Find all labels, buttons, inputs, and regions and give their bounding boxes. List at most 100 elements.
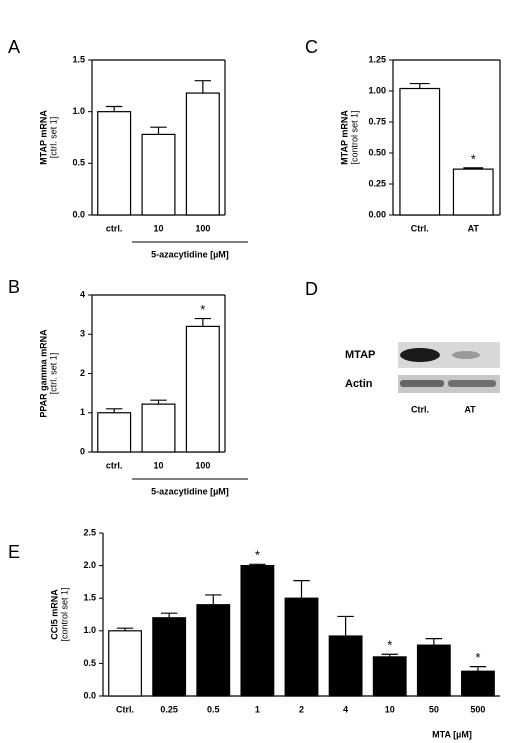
significance-marker: * [255,548,260,563]
error-bar [205,594,222,605]
western-blot: MTAP Actin Ctrl. AT [345,342,500,414]
x-tick-label: 500 [470,704,485,714]
error-bar [150,399,167,405]
y-tick-label: 1.5 [83,593,96,603]
bar [141,133,176,216]
x-tick-label: 4 [343,704,348,714]
y-axis-unit: [control set 1] [349,110,359,164]
y-axis-unit: [control set 1] [59,587,69,641]
x-tick-label: 10 [153,223,163,233]
error-bar [105,105,123,112]
y-tick-label: 1.25 [368,54,386,64]
error-bar [161,612,178,618]
error-bar [425,638,442,646]
y-tick-label: 0.50 [368,147,386,157]
bar [97,412,132,453]
group-label: 5-azacytidine [µM] [151,486,229,496]
x-tick-label: ctrl. [106,223,123,233]
bar [328,635,363,697]
x-tick-label: 100 [195,223,210,233]
y-tick-label: 4 [80,289,85,299]
x-tick-label: 0.25 [160,704,178,714]
panel-letter: C [305,37,318,57]
blot-band [400,348,440,362]
bar [372,656,407,697]
blot-row-label: Actin [345,378,373,390]
y-tick-label: 0 [80,446,85,456]
y-tick-label: 1.0 [72,106,85,116]
significance-marker: * [200,302,205,317]
bar [141,403,176,453]
x-tick-label: 10 [385,704,395,714]
x-tick-label: Ctrl. [116,704,134,714]
error-bar [293,579,310,599]
x-axis-label: MTA [µM] [432,729,472,739]
error-bar [381,653,398,657]
bar [185,92,220,216]
y-axis-label: MTAP mRNA [38,110,48,165]
y-tick-label: 0.0 [83,690,96,700]
y-axis-unit: [ctrl. set 1] [48,117,58,159]
bar [461,670,495,697]
y-axis-label: MTAP mRNA [339,110,349,165]
error-bar [409,82,430,89]
y-tick-label: 0.5 [72,158,85,168]
significance-marker: * [475,650,480,665]
bar [108,630,142,697]
y-tick-label: 2.0 [83,560,96,570]
bar [196,604,231,697]
bar [399,87,441,216]
bar [152,617,187,697]
blot-lane-label: Ctrl. [411,404,429,414]
error-bar [105,408,123,413]
x-tick-label: 10 [153,460,163,470]
x-tick-label: Ctrl. [411,223,429,233]
bar [284,597,319,697]
group-label: 5-azacytidine [µM] [151,249,229,259]
y-tick-label: 0.5 [83,658,96,668]
significance-marker: * [471,151,476,166]
error-bar [469,666,487,672]
y-axis-unit: [ctrl. set 1] [48,353,58,395]
blot-lane-label: AT [464,404,476,414]
y-tick-label: 1.0 [83,625,96,635]
error-bar [150,126,167,135]
y-tick-label: 1.00 [368,85,386,95]
x-tick-label: ctrl. [106,460,123,470]
y-tick-label: 0.75 [368,116,386,126]
bar [416,644,451,697]
y-tick-label: 0.25 [368,178,386,188]
bar [97,111,132,216]
y-tick-label: 0.00 [368,209,386,219]
x-tick-label: AT [468,223,480,233]
x-tick-label: 100 [195,460,210,470]
y-tick-label: 2.5 [83,527,96,537]
error-bar [337,615,354,637]
y-axis-label: CCl5 mRNA [49,589,59,640]
blot-band [400,380,444,387]
panel-letter: E [8,542,20,562]
blot-band [452,351,480,359]
x-tick-label: 2 [299,704,304,714]
y-tick-label: 2 [80,368,85,378]
blot-band [448,380,496,387]
error-bar [249,563,266,566]
panel-letter: A [8,37,20,57]
y-tick-label: 1.5 [72,54,85,64]
bar [185,325,220,453]
significance-marker: * [387,638,392,653]
panel-letter: D [305,279,318,299]
y-tick-label: 3 [80,329,85,339]
error-bar [463,167,484,170]
error-bar [116,627,134,631]
y-tick-label: 1 [80,407,85,417]
x-tick-label: 1 [255,704,260,714]
bar [452,168,494,216]
panel-letter: B [8,277,20,297]
y-axis-label: PPAR gamma mRNA [38,329,48,418]
error-bar [194,80,212,94]
bar [240,564,275,697]
x-tick-label: 0.5 [207,704,220,714]
x-tick-label: 50 [429,704,439,714]
